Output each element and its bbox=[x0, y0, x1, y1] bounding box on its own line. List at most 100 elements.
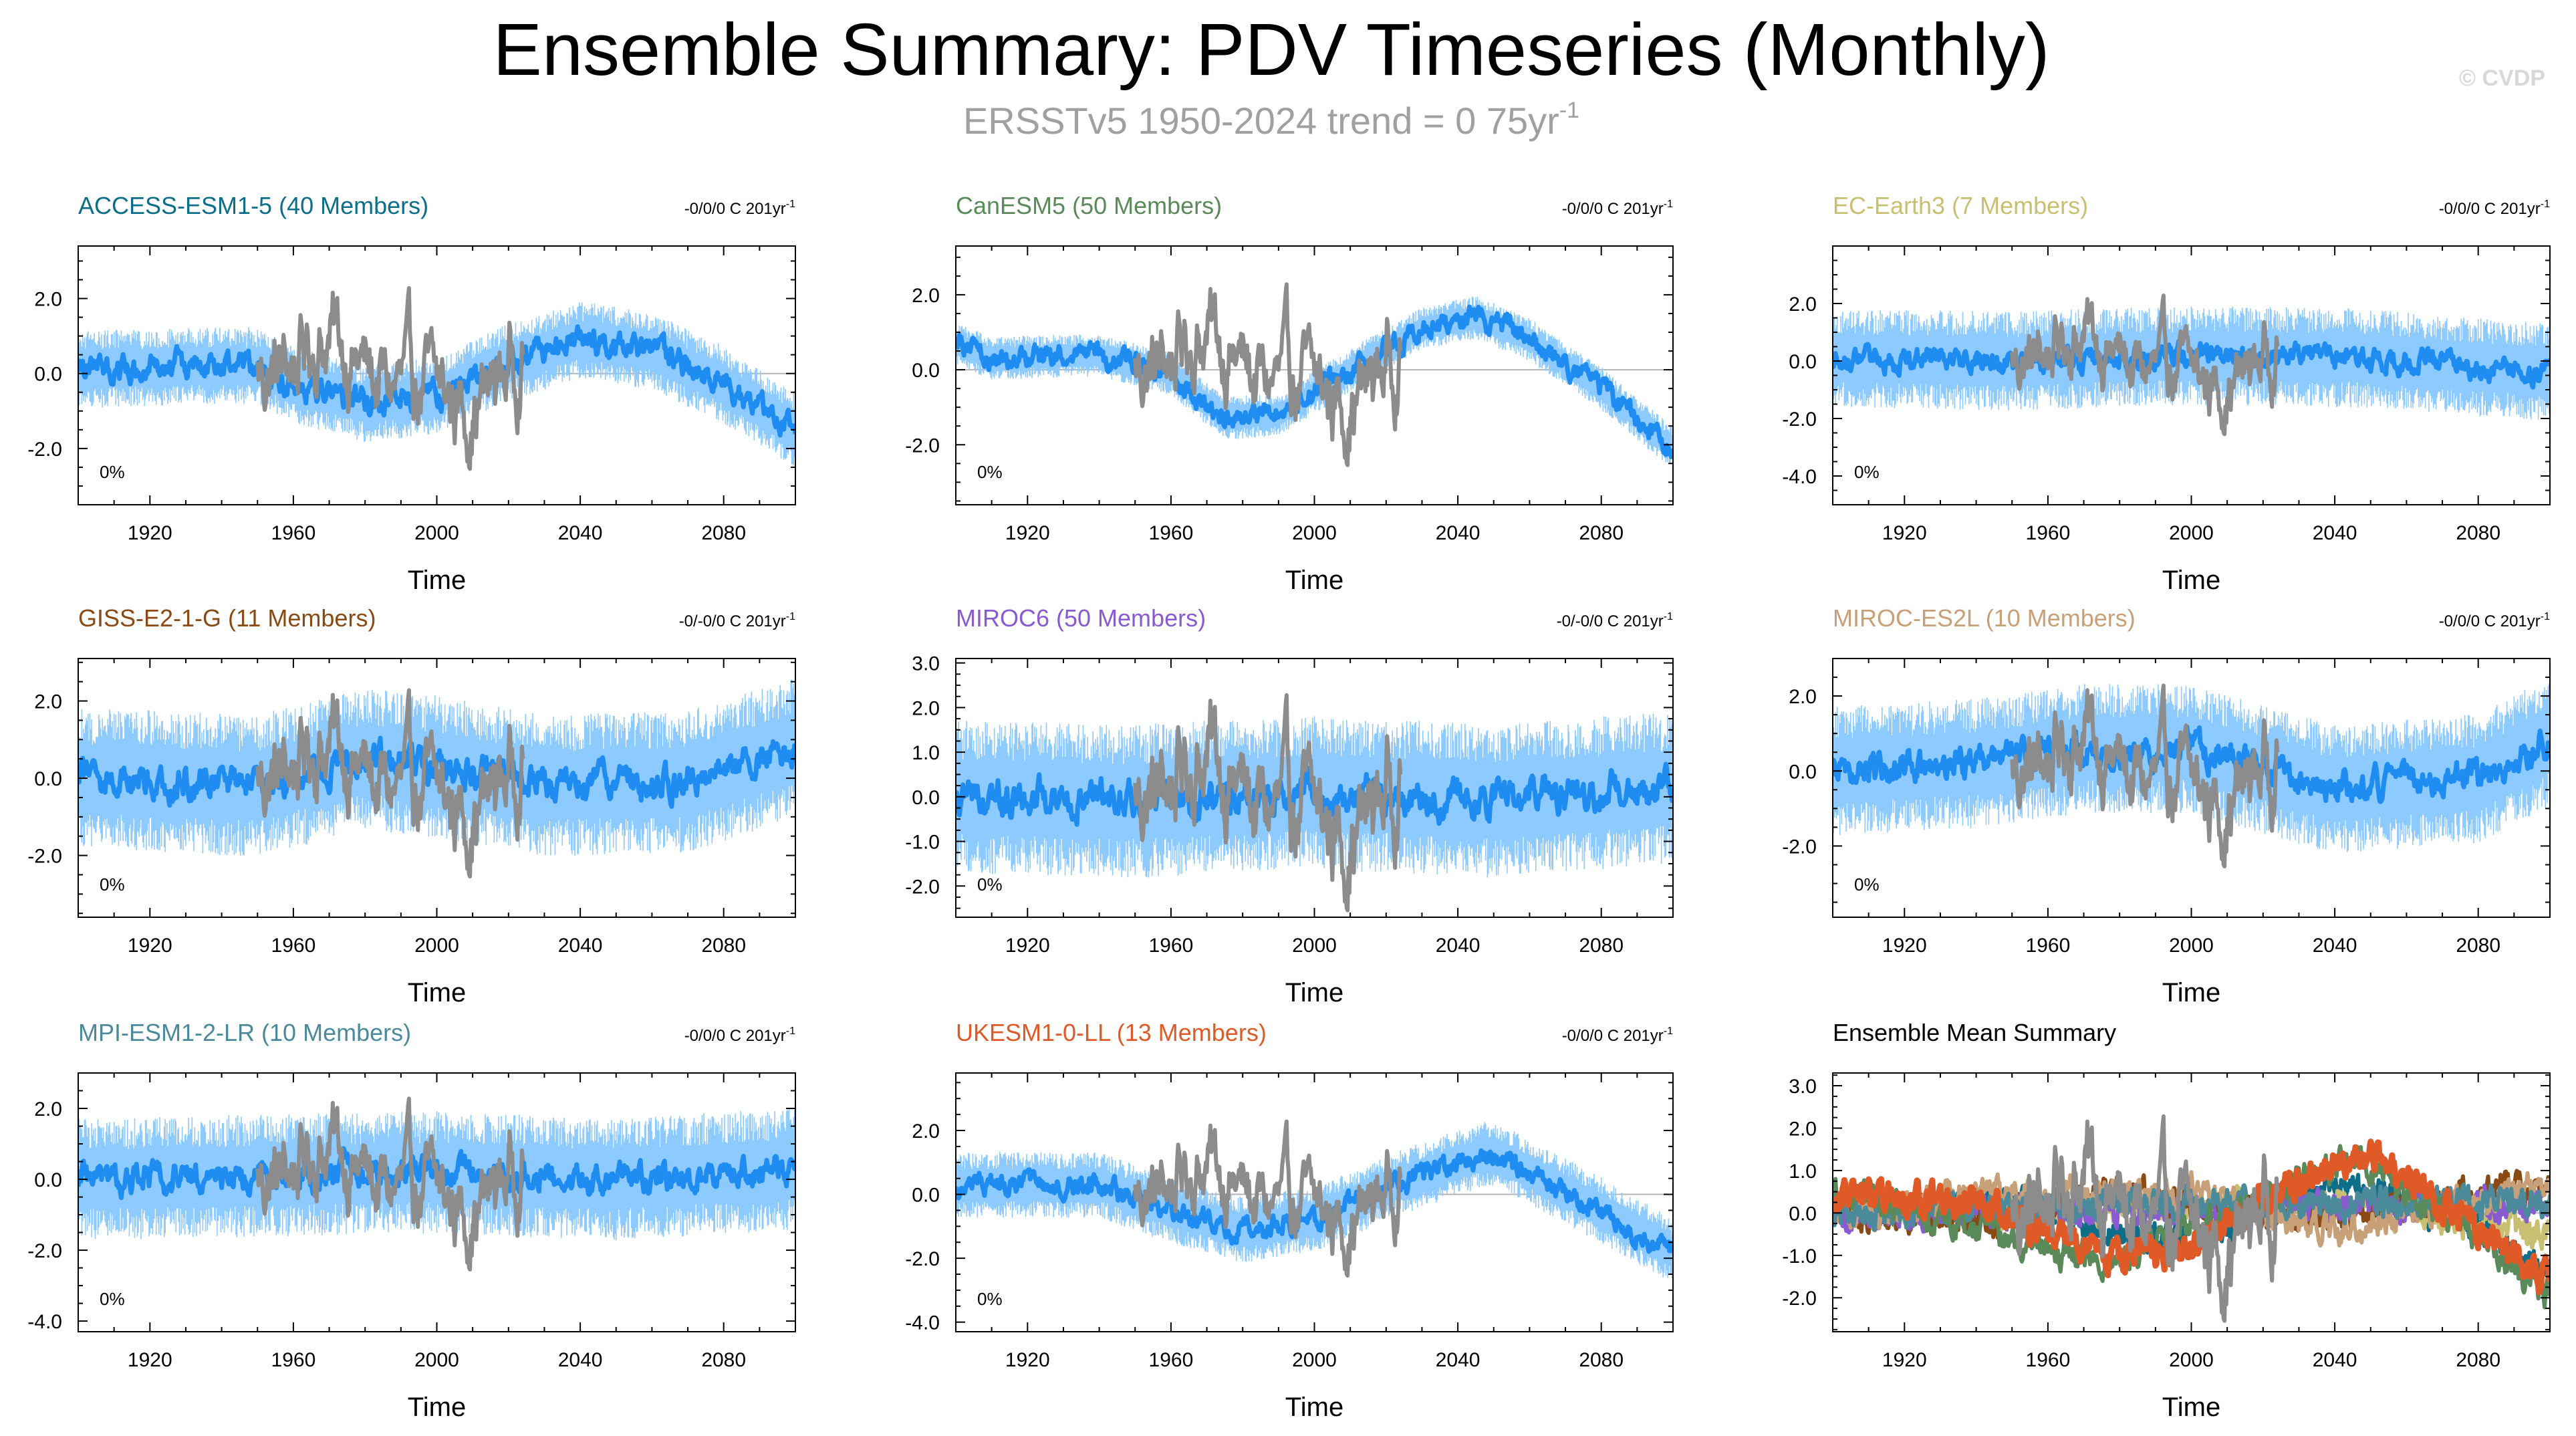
panel-title: EC-Earth3 (7 Members) bbox=[1833, 192, 2088, 219]
x-tick-label: 1960 bbox=[2026, 1349, 2071, 1371]
x-tick-label: 1920 bbox=[128, 935, 172, 957]
trend-label: -0/-0/0 C 201yr-1 bbox=[679, 611, 795, 630]
panel-title: MIROC6 (50 Members) bbox=[956, 604, 1206, 632]
plot-area bbox=[956, 1119, 1673, 1279]
y-tick-label: -2.0 bbox=[905, 1248, 940, 1270]
x-tick-label: 2040 bbox=[558, 935, 603, 957]
observations-line bbox=[255, 286, 525, 471]
x-axis-label: Time bbox=[2162, 566, 2220, 595]
trend-sup: -1 bbox=[1664, 611, 1673, 622]
panel-7: UKESM1-0-LL (13 Members) -0/0/0 C 201yr-1… bbox=[905, 1019, 1674, 1422]
x-tick-label: 2000 bbox=[414, 522, 459, 544]
x-tick-label: 2080 bbox=[2456, 522, 2500, 544]
trend-sup: -1 bbox=[786, 1026, 795, 1037]
y-tick-label: 0.0 bbox=[1789, 761, 1817, 783]
panel-5: MIROC-ES2L (10 Members) -0/0/0 C 201yr-1 1… bbox=[1782, 604, 2551, 1007]
x-tick-label: 1920 bbox=[1882, 522, 1927, 544]
y-tick-label: 0.0 bbox=[34, 768, 62, 790]
x-tick-label: 2080 bbox=[1579, 522, 1624, 544]
x-axis-label: Time bbox=[1285, 1393, 1343, 1422]
x-tick-label: 1960 bbox=[271, 1349, 316, 1371]
panel-title: MPI-ESM1-2-LR (10 Members) bbox=[78, 1019, 411, 1046]
figure-subtitle: ERSSTv5 1950-2024 trend = 0 75yr-1 bbox=[963, 98, 1579, 142]
x-tick-label: 1960 bbox=[1149, 1349, 1194, 1371]
panel-title: CanESM5 (50 Members) bbox=[956, 192, 1222, 219]
trend-sup: -1 bbox=[786, 611, 795, 622]
trend-sup: -1 bbox=[1664, 1026, 1673, 1037]
x-axis-label: Time bbox=[408, 978, 466, 1007]
y-tick-label: 0.0 bbox=[1789, 351, 1817, 373]
x-tick-label: 1920 bbox=[1882, 1349, 1927, 1371]
y-tick-label: 0.0 bbox=[34, 1169, 62, 1191]
x-tick-label: 2040 bbox=[558, 1349, 603, 1371]
y-tick-label: 3.0 bbox=[1789, 1076, 1817, 1098]
y-tick-label: -1.0 bbox=[1782, 1245, 1817, 1268]
x-tick-label: 2080 bbox=[701, 522, 746, 544]
x-tick-label: 1960 bbox=[2026, 522, 2071, 544]
observations-line bbox=[255, 688, 525, 878]
panel-8: Ensemble Mean Summary 1920 1960 2000 2040 208… bbox=[1782, 1019, 2551, 1422]
plot-area bbox=[78, 286, 795, 471]
plot-area bbox=[1833, 1114, 2550, 1323]
y-tick-label: 0.0 bbox=[1789, 1203, 1817, 1225]
ensemble-mean-line bbox=[78, 1146, 795, 1200]
x-tick-label: 2000 bbox=[2169, 1349, 2214, 1371]
percent-label: 0% bbox=[100, 462, 125, 482]
x-tick-label: 2000 bbox=[1292, 522, 1337, 544]
x-axis-label: Time bbox=[2162, 978, 2220, 1007]
x-tick-label: 1920 bbox=[1005, 522, 1050, 544]
y-tick-label: 2.0 bbox=[912, 1120, 940, 1143]
trend-sup: -1 bbox=[2541, 199, 2550, 210]
percent-label: 0% bbox=[977, 874, 1003, 894]
x-tick-label: 2080 bbox=[1579, 1349, 1624, 1371]
x-tick-label: 1920 bbox=[128, 1349, 172, 1371]
plot-area bbox=[78, 679, 795, 878]
x-tick-label: 2000 bbox=[1292, 1349, 1337, 1371]
plot-area bbox=[1833, 683, 2550, 868]
x-tick-label: 2040 bbox=[2313, 1349, 2357, 1371]
observations-line bbox=[1133, 693, 1403, 913]
percent-label: 0% bbox=[1854, 874, 1880, 894]
y-tick-label: -4.0 bbox=[905, 1312, 940, 1334]
observations-line bbox=[1133, 282, 1403, 467]
trend-label: -0/0/0 C 201yr-1 bbox=[1562, 199, 1673, 218]
x-tick-label: 2080 bbox=[2456, 935, 2500, 957]
ensemble-mean-line bbox=[78, 735, 795, 809]
y-tick-label: -2.0 bbox=[27, 1240, 62, 1262]
y-tick-label: 2.0 bbox=[1789, 293, 1817, 316]
x-tick-label: 2000 bbox=[1292, 935, 1337, 957]
y-tick-label: -2.0 bbox=[27, 846, 62, 868]
y-tick-label: 0.0 bbox=[912, 360, 940, 382]
figure-subtitle-sup: -1 bbox=[1559, 98, 1579, 123]
y-tick-label: -4.0 bbox=[1782, 466, 1817, 488]
observations-line bbox=[255, 1096, 525, 1272]
panel-title: GISS-E2-1-G (11 Members) bbox=[78, 604, 376, 632]
percent-label: 0% bbox=[100, 874, 125, 894]
x-tick-label: 2000 bbox=[414, 1349, 459, 1371]
trend-label: -0/0/0 C 201yr-1 bbox=[2439, 199, 2550, 218]
y-tick-label: 3.0 bbox=[912, 653, 940, 675]
x-tick-label: 2040 bbox=[1436, 1349, 1480, 1371]
x-tick-label: 1920 bbox=[1882, 935, 1927, 957]
plot-area bbox=[1833, 293, 2550, 437]
x-tick-label: 2080 bbox=[1579, 935, 1624, 957]
panels-group: ACCESS-ESM1-5 (40 Members) -0/0/0 C 201yr… bbox=[27, 192, 2551, 1422]
percent-label: 0% bbox=[977, 1289, 1003, 1309]
y-tick-label: -2.0 bbox=[1782, 836, 1817, 858]
y-tick-label: 2.0 bbox=[912, 697, 940, 719]
x-tick-label: 1920 bbox=[1005, 935, 1050, 957]
y-tick-label: -2.0 bbox=[905, 435, 940, 457]
x-tick-label: 2000 bbox=[2169, 522, 2214, 544]
y-tick-label: 2.0 bbox=[34, 691, 62, 713]
plot-area bbox=[956, 282, 1673, 467]
series-UKESM1-0-LL bbox=[1833, 1139, 2550, 1296]
plot-area bbox=[956, 693, 1673, 913]
y-tick-label: 1.0 bbox=[912, 742, 940, 764]
y-tick-label: 2.0 bbox=[34, 289, 62, 311]
x-tick-label: 2040 bbox=[558, 522, 603, 544]
panel-title: MIROC-ES2L (10 Members) bbox=[1833, 604, 2136, 632]
panel-1: CanESM5 (50 Members) -0/0/0 C 201yr-1 1920… bbox=[905, 192, 1674, 595]
x-tick-label: 1960 bbox=[271, 522, 316, 544]
x-tick-label: 2000 bbox=[2169, 935, 2214, 957]
